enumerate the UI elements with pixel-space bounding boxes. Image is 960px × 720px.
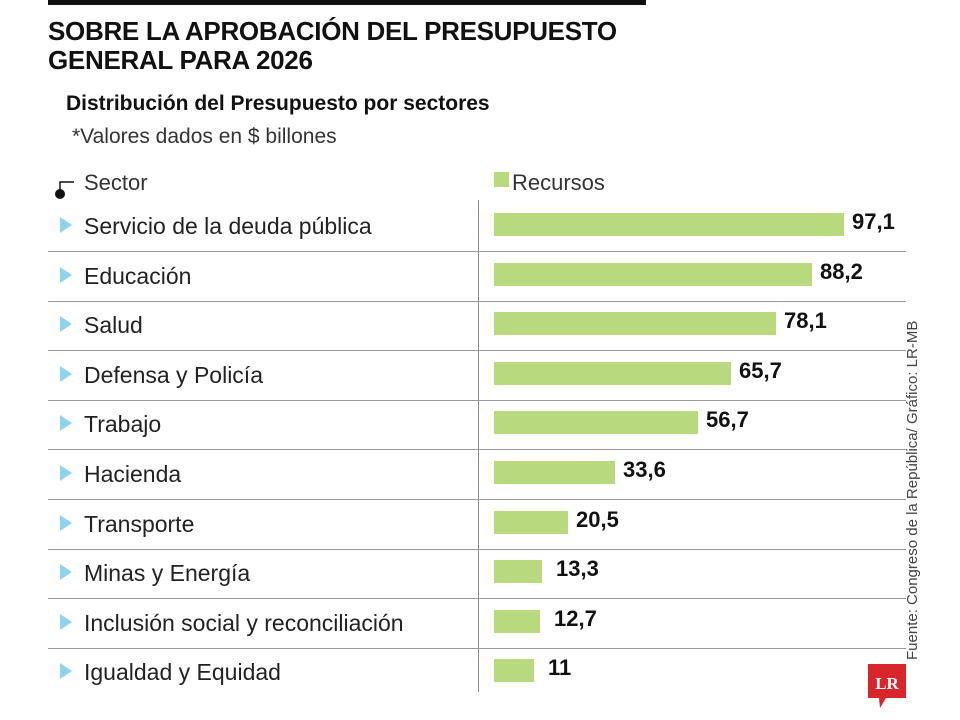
title-line-2: GENERAL PARA 2026 (48, 45, 313, 75)
bar (494, 610, 540, 633)
row-separator (48, 350, 906, 351)
value-label: 11 (548, 655, 572, 680)
row-separator (48, 251, 906, 252)
sector-label: Inclusión social y reconciliación (84, 610, 404, 636)
title-line-1: SOBRE LA APROBACIÓN DEL PRESUPUESTO (48, 16, 617, 46)
value-label: 97,1 (852, 209, 895, 234)
sector-label: Defensa y Policía (84, 362, 263, 388)
bar (494, 362, 731, 385)
bar (494, 213, 844, 236)
row-arrow-icon (60, 614, 72, 630)
sector-label: Servicio de la deuda pública (84, 213, 372, 239)
row-separator (48, 301, 906, 302)
top-rule (48, 0, 646, 5)
row-separator (48, 648, 906, 649)
bar (494, 659, 534, 682)
row-arrow-icon (60, 217, 72, 233)
sector-label: Educación (84, 263, 192, 289)
row-separator (48, 400, 906, 401)
value-label: 12,7 (554, 606, 597, 631)
value-label: 78,1 (784, 308, 827, 333)
sector-label: Igualdad y Equidad (84, 659, 281, 685)
value-label: 20,5 (576, 507, 619, 532)
sector-label: Hacienda (84, 461, 182, 487)
row-arrow-icon (60, 515, 72, 531)
row-separator (48, 449, 906, 450)
bar (494, 511, 568, 534)
value-label: 13,3 (556, 556, 599, 581)
sector-label: Salud (84, 312, 143, 338)
row-arrow-icon (60, 316, 72, 332)
logo-text: LR (875, 674, 899, 693)
row-arrow-icon (60, 366, 72, 382)
source-credit: Fuente: Congreso de la República/ Gráfic… (904, 320, 921, 660)
legend-swatch (494, 172, 509, 187)
row-arrow-icon (60, 663, 72, 679)
row-arrow-icon (60, 267, 72, 283)
bar (494, 461, 615, 484)
sector-marker-icon (55, 181, 74, 199)
sector-label: Trabajo (84, 411, 162, 437)
row-arrow-icon (60, 465, 72, 481)
bar (494, 263, 812, 286)
row-separator (48, 549, 906, 550)
chart-subtitle: Distribución del Presupuesto por sectore… (66, 92, 490, 115)
bar (494, 560, 542, 583)
lr-logo-icon: LR (868, 664, 906, 708)
value-label: 65,7 (739, 358, 782, 383)
page-title: SOBRE LA APROBACIÓN DEL PRESUPUESTO GENE… (48, 17, 668, 75)
row-separator (48, 499, 906, 500)
value-label: 88,2 (820, 259, 863, 284)
sector-column-header: Sector (84, 170, 148, 195)
sector-label: Transporte (84, 511, 195, 537)
row-arrow-icon (60, 564, 72, 580)
column-divider (478, 200, 479, 692)
value-label: 56,7 (706, 407, 749, 432)
row-arrow-icon (60, 415, 72, 431)
value-label: 33,6 (623, 457, 666, 482)
sector-label: Minas y Energía (84, 560, 251, 586)
row-separator (48, 598, 906, 599)
bar (494, 411, 698, 434)
units-note: *Valores dados en $ billones (72, 125, 337, 148)
legend-label: Recursos (512, 170, 605, 195)
logo-shape (868, 664, 906, 708)
bar (494, 312, 776, 335)
